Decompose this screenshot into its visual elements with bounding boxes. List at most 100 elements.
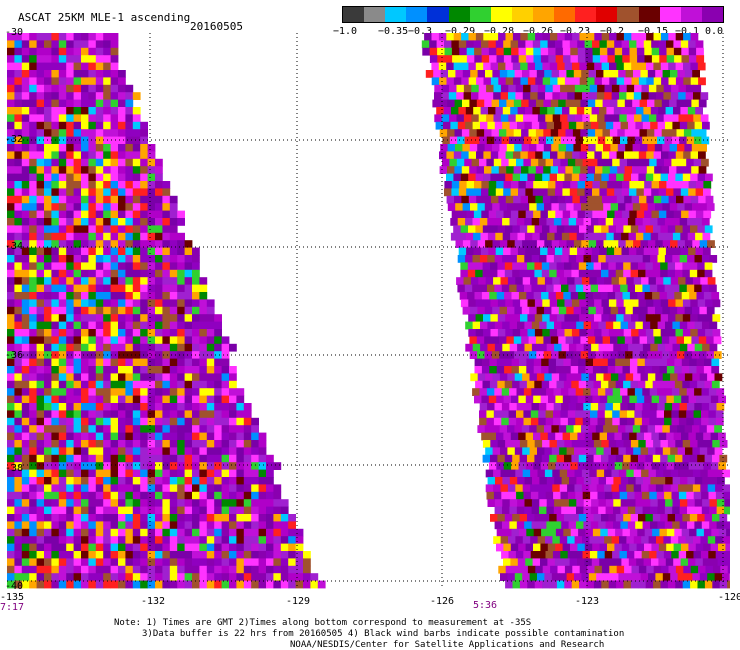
swath-cell — [712, 454, 720, 463]
swath-cell — [604, 277, 612, 285]
swath-cell — [140, 558, 148, 567]
swath-cell — [556, 440, 565, 448]
swath-cell — [118, 151, 126, 160]
swath-cell — [471, 158, 480, 167]
swath-cell — [14, 129, 23, 137]
swath-cell — [477, 425, 486, 433]
swath-cell — [544, 306, 552, 315]
swath-cell — [221, 491, 230, 500]
swath-cell — [694, 388, 702, 396]
swath-cell — [132, 410, 141, 419]
swath-cell — [685, 92, 694, 100]
swath-cell — [258, 454, 267, 463]
swath-cell — [243, 506, 252, 515]
swath-cell — [650, 521, 658, 530]
swath-cell — [482, 269, 491, 278]
swath-cell — [563, 366, 572, 374]
swath-cell — [236, 514, 245, 522]
swath-cell — [251, 514, 259, 522]
swath-cell — [709, 521, 717, 530]
swath-cell — [475, 299, 484, 308]
swath-cell — [709, 499, 718, 507]
swath-cell — [675, 269, 683, 278]
swath-cell — [537, 114, 546, 123]
swath-cell — [51, 425, 60, 433]
swath-cell — [642, 343, 651, 352]
swath-cell — [162, 469, 171, 478]
swath-cell — [703, 210, 712, 219]
swath-cell — [14, 225, 23, 234]
swath-cell — [81, 403, 89, 411]
swath-cell — [693, 158, 702, 167]
swath-cell — [664, 491, 672, 500]
swath-cell — [674, 292, 683, 300]
swath-cell — [88, 573, 97, 581]
swath-cell — [103, 506, 111, 515]
swath-cell — [206, 565, 215, 574]
swath-cell — [548, 47, 556, 56]
swath-cell — [177, 506, 185, 515]
swath-cell — [645, 225, 654, 234]
swath-cell — [570, 395, 578, 404]
swath-cell — [682, 329, 691, 337]
swath-cell — [597, 114, 605, 123]
swath-cell — [81, 358, 89, 367]
swath-cell — [88, 521, 97, 530]
swath-cell — [147, 373, 156, 382]
swath-cell — [243, 491, 252, 500]
swath-cell — [691, 166, 699, 174]
swath-cell — [577, 188, 585, 197]
swath-cell — [486, 388, 495, 396]
swath-cell — [626, 484, 635, 493]
swath-cell — [73, 551, 82, 559]
swath-cell — [14, 573, 23, 581]
swath-cell — [14, 329, 23, 337]
colorbar-segment — [701, 7, 723, 22]
swath-cell — [659, 55, 668, 63]
swath-cell — [58, 440, 67, 448]
swath-cell — [81, 314, 89, 322]
swath-cell — [118, 99, 126, 108]
swath-cell — [88, 506, 97, 515]
swath-cell — [620, 343, 629, 352]
swath-cell — [125, 225, 134, 234]
swath-cell — [493, 484, 501, 493]
swath-cell — [66, 336, 74, 345]
swath-cell — [709, 284, 717, 293]
swath-cell — [567, 410, 576, 419]
swath-cell — [7, 314, 15, 322]
swath-cell — [169, 269, 178, 278]
swath-cell — [169, 551, 178, 559]
swath-cell — [177, 573, 185, 581]
swath-cell — [661, 565, 669, 574]
swath-cell — [684, 144, 693, 152]
swath-cell — [506, 129, 515, 137]
swath-cell — [95, 417, 104, 426]
swath-cell — [44, 417, 52, 426]
swath-cell — [29, 558, 37, 567]
swath-cell — [660, 329, 669, 337]
swath-cell — [690, 314, 698, 322]
swath-cell — [125, 129, 134, 137]
swath-cell — [660, 299, 669, 308]
swath-cell — [21, 521, 30, 530]
swath-cell — [110, 417, 119, 426]
swath-cell — [66, 454, 74, 463]
swath-cell — [44, 403, 52, 411]
swath-cell — [14, 292, 23, 300]
swath-cell — [525, 47, 534, 56]
swath-cell — [532, 188, 541, 197]
swath-cell — [701, 521, 710, 530]
swath-cell — [118, 425, 126, 433]
swath-cell — [81, 114, 89, 123]
swath-cell — [14, 218, 23, 226]
swath-cell — [66, 306, 74, 315]
swath-cell — [29, 240, 37, 248]
swath-cell — [162, 514, 171, 522]
swath-cell — [73, 521, 82, 530]
swath-cell — [527, 269, 535, 278]
swath-cell — [303, 573, 311, 581]
swath-cell — [642, 284, 651, 293]
swath-cell — [706, 306, 715, 315]
swath-cell — [88, 262, 97, 271]
